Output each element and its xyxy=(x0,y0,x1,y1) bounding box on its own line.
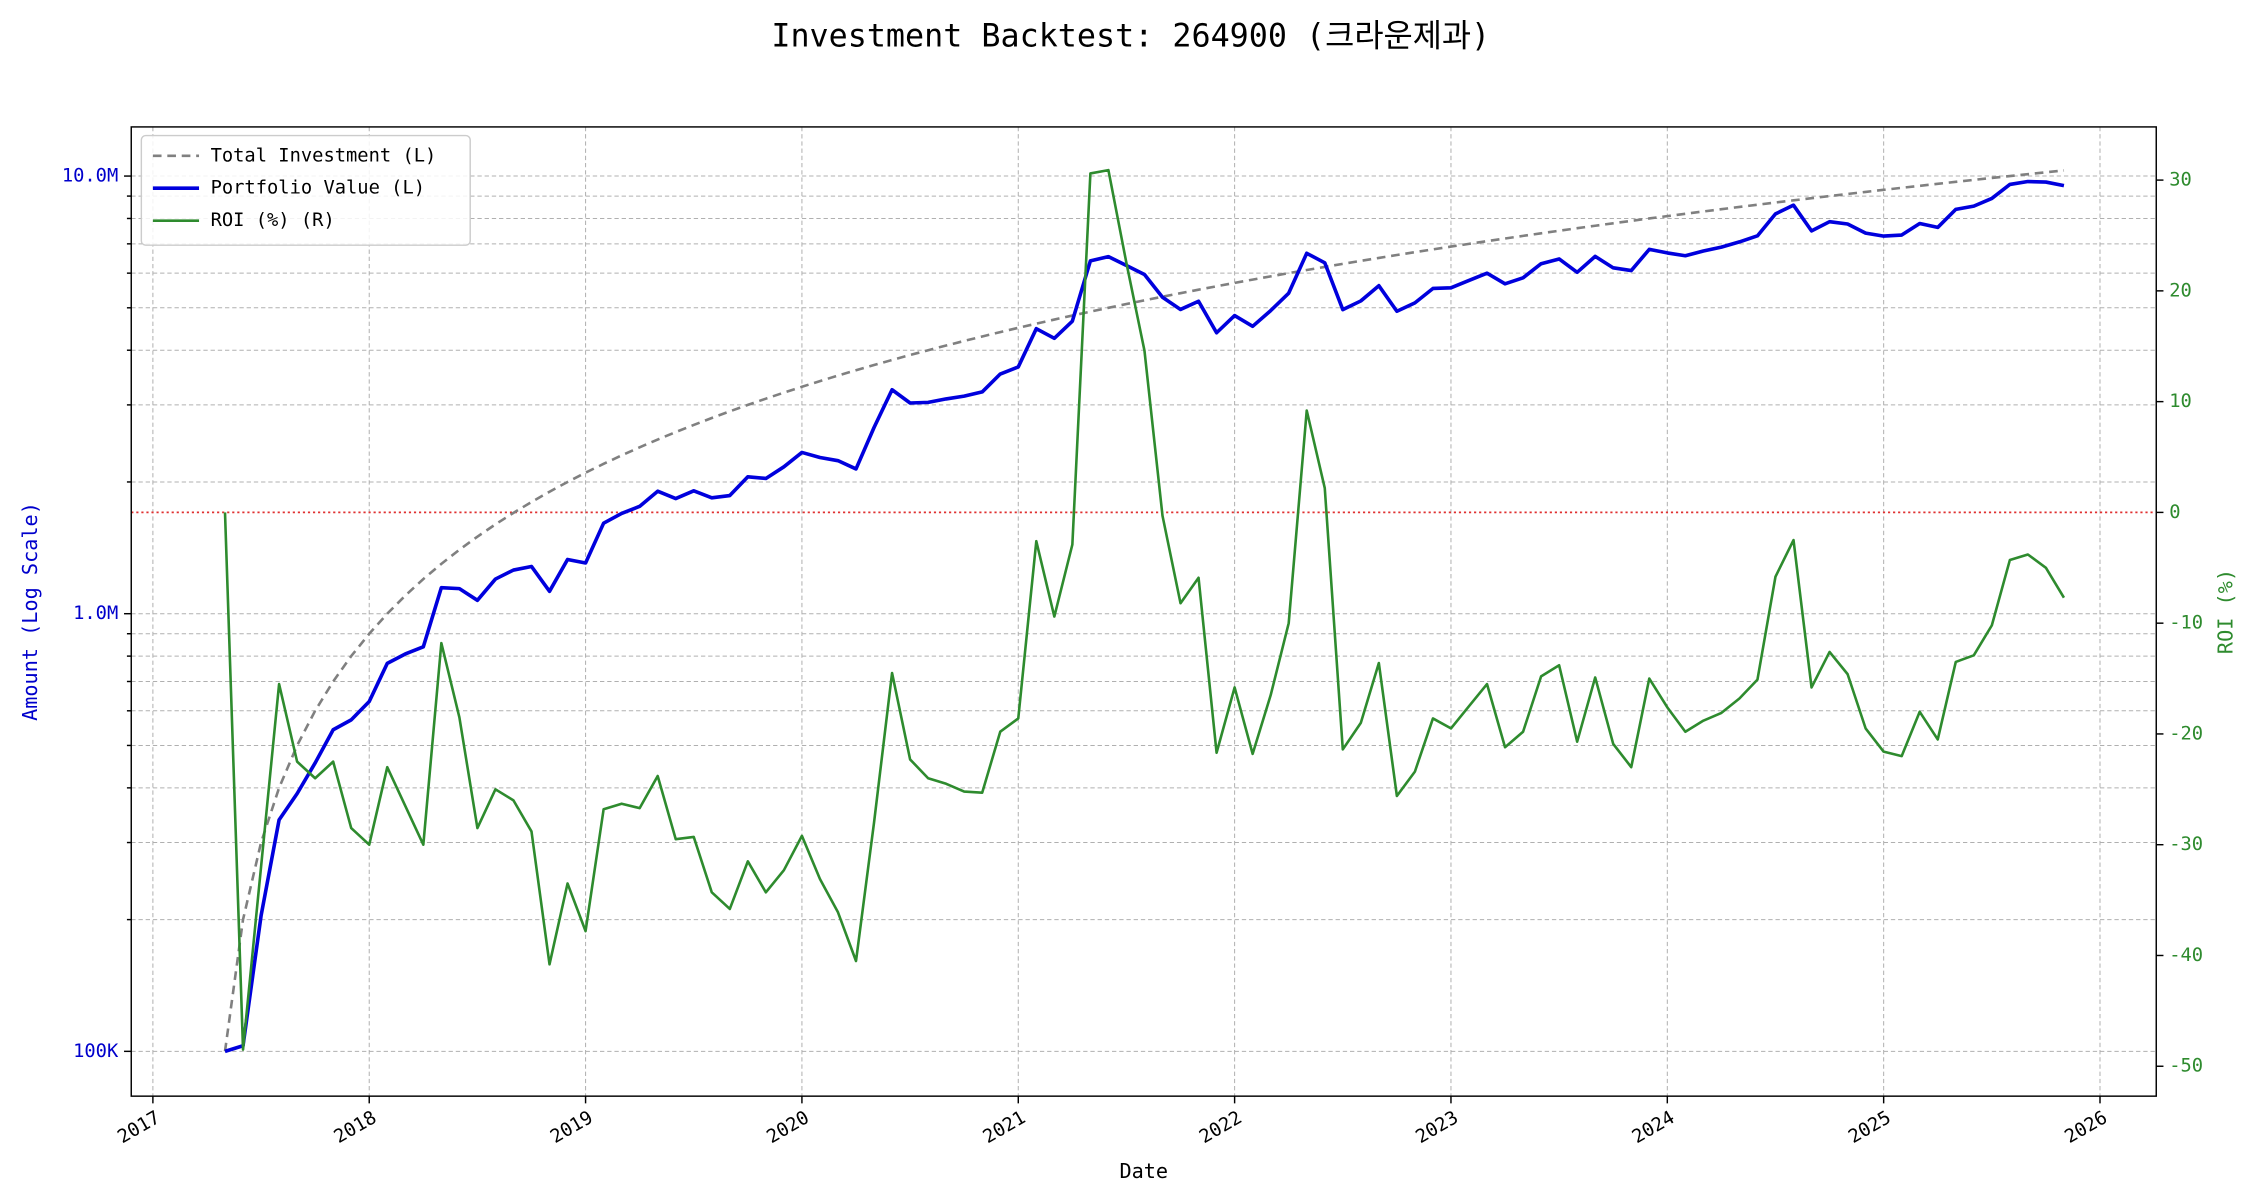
y-tick-label: 100K xyxy=(73,1041,119,1062)
y2-tick-label: 20 xyxy=(2169,280,2192,301)
y2-tick-label: 10 xyxy=(2169,391,2192,412)
x-tick-label: 2020 xyxy=(763,1107,813,1148)
y2-tick-label: -40 xyxy=(2169,945,2203,966)
x-tick-label: 2021 xyxy=(980,1107,1030,1148)
x-tick-label: 2025 xyxy=(1845,1107,1895,1148)
y2-tick-label: -10 xyxy=(2169,613,2203,634)
y2-tick-label: 30 xyxy=(2169,170,2192,191)
y-axis-label: Amount (Log Scale) xyxy=(18,502,42,721)
y2-tick-label: -50 xyxy=(2169,1056,2203,1077)
x-tick-label: 2017 xyxy=(114,1107,164,1148)
y2-tick-label: 0 xyxy=(2169,502,2180,523)
legend-label: Portfolio Value (L) xyxy=(211,178,425,199)
legend-label: ROI (%) (R) xyxy=(211,210,335,231)
x-tick-label: 2024 xyxy=(1629,1107,1679,1148)
x-tick-label: 2026 xyxy=(2061,1107,2111,1148)
x-axis-label: Date xyxy=(1119,1159,1168,1183)
y-tick-label: 1.0M xyxy=(73,603,118,624)
y2-axis-label: ROI (%) xyxy=(2213,569,2237,654)
y2-tick-label: -30 xyxy=(2169,834,2203,855)
chart-title: Investment Backtest: 264900 (크라운제과) xyxy=(771,19,1490,55)
series-line xyxy=(224,179,2065,1054)
legend-label: Total Investment (L) xyxy=(211,145,437,166)
legend-box xyxy=(140,134,471,246)
x-tick-label: 2019 xyxy=(547,1107,597,1148)
plot-frame xyxy=(130,126,2157,1097)
x-tick-label: 2022 xyxy=(1196,1107,1246,1148)
x-tick-label: 2018 xyxy=(331,1107,381,1148)
y-tick-label: 10.0M xyxy=(62,166,118,187)
series-line xyxy=(223,168,2066,1051)
y2-tick-label: -20 xyxy=(2169,723,2203,744)
x-tick-label: 2023 xyxy=(1412,1107,1462,1148)
